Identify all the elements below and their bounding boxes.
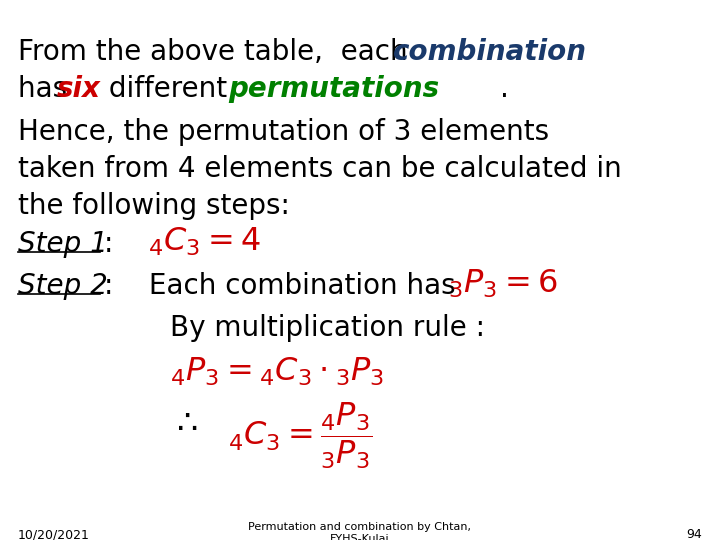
Text: 94: 94: [686, 528, 702, 540]
Text: By multiplication rule :: By multiplication rule :: [170, 314, 485, 342]
Text: taken from 4 elements can be calculated in: taken from 4 elements can be calculated …: [18, 155, 622, 183]
Text: From the above table,  each: From the above table, each: [18, 38, 416, 66]
Text: $_4C_3 = \dfrac{_4P_3}{_3P_3}$: $_4C_3 = \dfrac{_4P_3}{_3P_3}$: [228, 400, 372, 471]
Text: Hence, the permutation of 3 elements: Hence, the permutation of 3 elements: [18, 118, 549, 146]
Text: the following steps:: the following steps:: [18, 192, 290, 220]
Text: .: .: [500, 75, 509, 103]
Text: $\therefore$: $\therefore$: [170, 405, 198, 438]
Text: different: different: [100, 75, 236, 103]
Text: combination: combination: [393, 38, 587, 66]
Text: permutations: permutations: [228, 75, 439, 103]
Text: :    Each combination has: : Each combination has: [104, 272, 464, 300]
Text: Permutation and combination by Chtan,
FYHS-Kulai: Permutation and combination by Chtan, FY…: [248, 522, 472, 540]
Text: Step 2: Step 2: [18, 272, 108, 300]
Text: 10/20/2021: 10/20/2021: [18, 528, 90, 540]
Text: has: has: [18, 75, 76, 103]
Text: $_3P_3 = 6$: $_3P_3 = 6$: [448, 268, 557, 300]
Text: :: :: [104, 230, 113, 258]
Text: $_4C_3 = 4$: $_4C_3 = 4$: [148, 226, 261, 259]
Text: $_4P_3 = {_4C_3} \cdot {_3P_3}$: $_4P_3 = {_4C_3} \cdot {_3P_3}$: [170, 356, 384, 388]
Text: six: six: [57, 75, 101, 103]
Text: Step 1: Step 1: [18, 230, 108, 258]
